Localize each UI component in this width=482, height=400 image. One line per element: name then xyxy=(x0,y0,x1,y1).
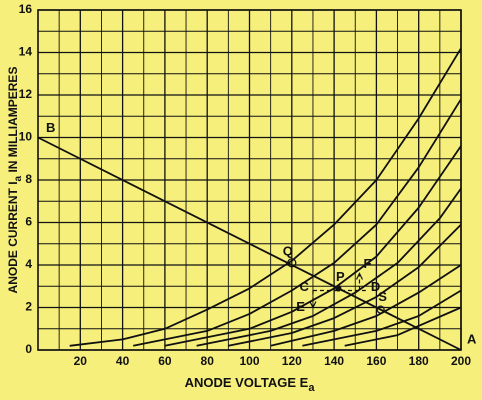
annotation-point xyxy=(376,305,385,314)
y-tick-label: 10 xyxy=(19,130,33,144)
annotation-point xyxy=(287,258,297,268)
y-tick-label: 8 xyxy=(25,172,32,186)
y-tick-label: 6 xyxy=(25,215,32,229)
annotation-label: A xyxy=(467,331,477,346)
annotation-label: P xyxy=(336,269,345,284)
y-axis-label-main: ANODE CURRENT I xyxy=(6,181,20,293)
y-tick-label: 0 xyxy=(25,342,32,356)
annotation-label: B xyxy=(46,120,55,135)
y-tick-label: 14 xyxy=(19,45,33,59)
annotation-label: Q xyxy=(283,243,293,258)
characteristic-curve xyxy=(37,136,462,351)
x-axis-label-main: ANODE VOLTAGE E xyxy=(185,375,309,390)
annotation-label: F xyxy=(363,256,371,271)
x-tick-label: 120 xyxy=(282,354,302,368)
annotation-label: S xyxy=(378,289,387,304)
y-tick-label: 2 xyxy=(25,300,32,314)
plot-frame xyxy=(37,9,462,351)
y-axis-label-sub: a xyxy=(13,175,24,181)
annotation-point xyxy=(335,285,342,292)
x-tick-label: 40 xyxy=(116,354,130,368)
arrow-head xyxy=(355,272,364,280)
x-axis-label-sub: a xyxy=(308,382,315,394)
x-tick-label: 100 xyxy=(239,354,259,368)
characteristic-curve xyxy=(196,187,462,347)
characteristic-curve xyxy=(69,47,462,347)
characteristic-curve xyxy=(133,98,462,347)
x-tick-label: 160 xyxy=(366,354,386,368)
x-tick-label: 140 xyxy=(324,354,344,368)
x-tick-label: 80 xyxy=(201,354,215,368)
characteristic-curve xyxy=(270,264,462,347)
y-tick-label: 4 xyxy=(25,257,32,271)
x-tick-label: 180 xyxy=(409,354,429,368)
y-axis-label-rest: IN MILLIAMPERES xyxy=(6,67,20,176)
x-tick-label: 200 xyxy=(451,354,471,368)
characteristic-curve xyxy=(164,145,462,347)
x-axis-label: ANODE VOLTAGE Ea xyxy=(185,375,316,393)
annotation-label: E xyxy=(296,299,305,314)
y-axis-label: ANODE CURRENT Ia IN MILLIAMPERES xyxy=(6,67,23,294)
y-tick-label: 16 xyxy=(19,2,33,16)
arrow-head xyxy=(309,301,317,309)
x-tick-label: 60 xyxy=(158,354,172,368)
characteristic-curve xyxy=(228,223,462,347)
x-tick-label: 20 xyxy=(74,354,88,368)
y-tick-label: 12 xyxy=(19,87,33,101)
annotation-label: C xyxy=(300,279,310,294)
characteristic-curve xyxy=(344,306,462,347)
characteristic-curve xyxy=(302,289,462,347)
annotation-label: D xyxy=(371,279,380,294)
